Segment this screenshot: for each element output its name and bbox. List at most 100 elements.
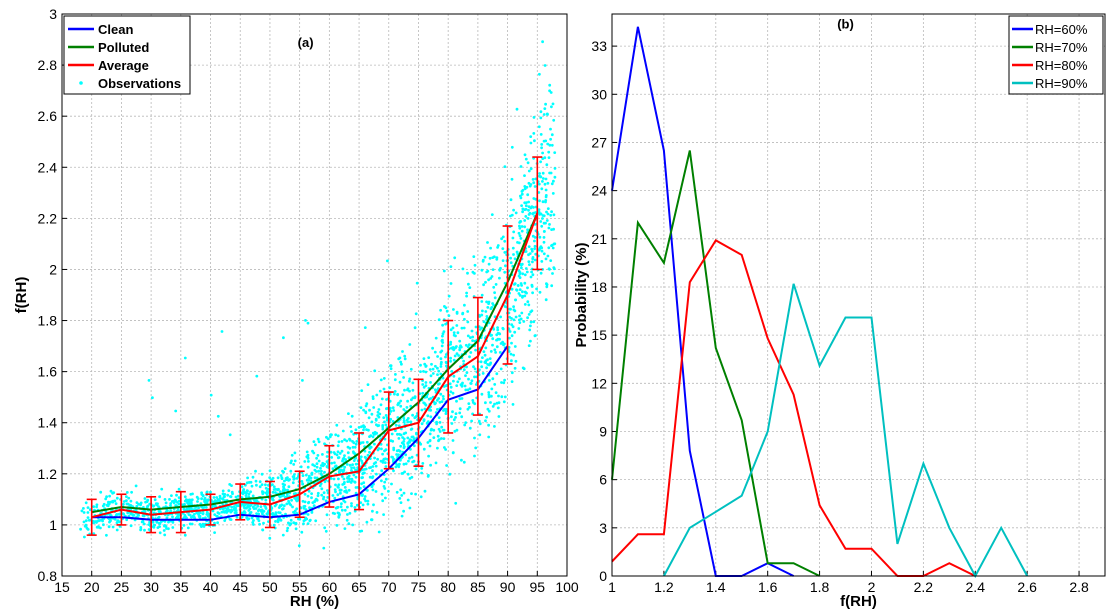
observation-point bbox=[420, 471, 423, 475]
observation-point bbox=[351, 440, 354, 443]
observation-point bbox=[227, 489, 231, 492]
observation-point bbox=[541, 40, 544, 44]
observation-point bbox=[407, 459, 410, 463]
observation-point bbox=[440, 349, 444, 353]
observation-point bbox=[392, 409, 396, 412]
observation-point bbox=[455, 399, 458, 403]
observation-point bbox=[114, 502, 118, 505]
observation-point bbox=[135, 504, 139, 508]
observation-point bbox=[384, 457, 387, 461]
observation-point bbox=[268, 476, 272, 479]
x-tick-label: 70 bbox=[381, 579, 397, 595]
observation-point bbox=[429, 381, 432, 384]
observation-point bbox=[453, 256, 457, 260]
observation-point bbox=[493, 348, 497, 352]
observation-point bbox=[391, 406, 395, 410]
observation-point bbox=[544, 257, 548, 261]
observation-point bbox=[521, 272, 525, 276]
observation-point bbox=[487, 423, 490, 427]
observation-point bbox=[450, 415, 453, 419]
observation-point bbox=[442, 385, 446, 388]
observation-point bbox=[113, 499, 117, 503]
observation-point bbox=[353, 480, 357, 484]
observation-point bbox=[323, 526, 327, 530]
y-tick-label: 1.2 bbox=[38, 466, 58, 482]
observation-point bbox=[315, 498, 319, 502]
observation-point bbox=[552, 266, 556, 269]
x-axis-label: RH (%) bbox=[290, 593, 339, 610]
observation-point bbox=[250, 516, 254, 520]
observation-point bbox=[543, 64, 547, 67]
observation-point bbox=[307, 500, 311, 504]
observation-point bbox=[336, 450, 340, 454]
observation-point bbox=[235, 515, 239, 519]
observation-point bbox=[523, 281, 527, 285]
observation-point bbox=[268, 536, 272, 540]
observation-point bbox=[236, 504, 240, 507]
observation-point bbox=[439, 362, 443, 366]
observation-point bbox=[533, 139, 536, 143]
observation-point bbox=[541, 200, 545, 204]
observation-point bbox=[466, 271, 469, 275]
observation-point bbox=[381, 452, 384, 456]
observation-point bbox=[480, 268, 484, 272]
observation-point bbox=[547, 156, 551, 160]
observation-point bbox=[501, 235, 505, 239]
observation-point bbox=[289, 522, 293, 525]
observation-point bbox=[368, 475, 372, 479]
observation-point bbox=[420, 408, 424, 412]
observation-point bbox=[229, 495, 233, 499]
observation-point bbox=[413, 416, 417, 420]
observation-point bbox=[419, 495, 423, 499]
observation-point bbox=[201, 494, 205, 498]
observation-point bbox=[95, 505, 98, 509]
x-tick-label: 2 bbox=[868, 579, 876, 595]
observation-point bbox=[169, 504, 172, 508]
observation-point bbox=[460, 326, 464, 330]
observation-point bbox=[490, 387, 494, 391]
observation-point bbox=[183, 495, 187, 499]
observation-point bbox=[234, 495, 238, 499]
observation-point bbox=[376, 457, 379, 461]
observation-point bbox=[527, 253, 530, 257]
observation-point bbox=[147, 379, 151, 382]
observation-point bbox=[380, 479, 383, 483]
observation-point bbox=[276, 520, 280, 524]
observation-point bbox=[497, 394, 500, 398]
observation-point bbox=[173, 498, 177, 502]
x-tick-label: 40 bbox=[203, 579, 219, 595]
observation-point bbox=[452, 358, 456, 362]
observation-point bbox=[427, 397, 431, 401]
observation-point bbox=[247, 495, 251, 498]
observation-point bbox=[306, 321, 310, 325]
observation-point bbox=[171, 515, 174, 519]
observation-point bbox=[220, 330, 224, 333]
observation-point bbox=[130, 490, 134, 494]
observation-point bbox=[444, 322, 447, 326]
observation-point bbox=[370, 485, 374, 488]
observation-point bbox=[287, 501, 291, 505]
observation-point bbox=[464, 421, 468, 424]
observation-point bbox=[520, 192, 524, 196]
observation-point bbox=[533, 236, 537, 239]
observation-point bbox=[424, 365, 428, 368]
observation-point bbox=[334, 464, 338, 468]
observation-point bbox=[550, 133, 554, 137]
observation-point bbox=[257, 509, 260, 513]
observation-point bbox=[310, 496, 313, 500]
observation-point bbox=[532, 132, 536, 135]
observation-point bbox=[302, 519, 306, 523]
observation-point bbox=[482, 350, 486, 353]
observation-point bbox=[407, 379, 411, 383]
observation-point bbox=[482, 283, 485, 287]
observation-point bbox=[456, 331, 460, 335]
observation-point bbox=[329, 450, 333, 454]
observation-point bbox=[378, 412, 382, 416]
observation-point bbox=[510, 371, 514, 375]
observation-point bbox=[363, 471, 366, 475]
observation-point bbox=[384, 465, 388, 468]
observation-point bbox=[213, 521, 216, 525]
observation-point bbox=[306, 522, 310, 525]
observation-point bbox=[286, 488, 289, 492]
observation-point bbox=[291, 475, 295, 478]
